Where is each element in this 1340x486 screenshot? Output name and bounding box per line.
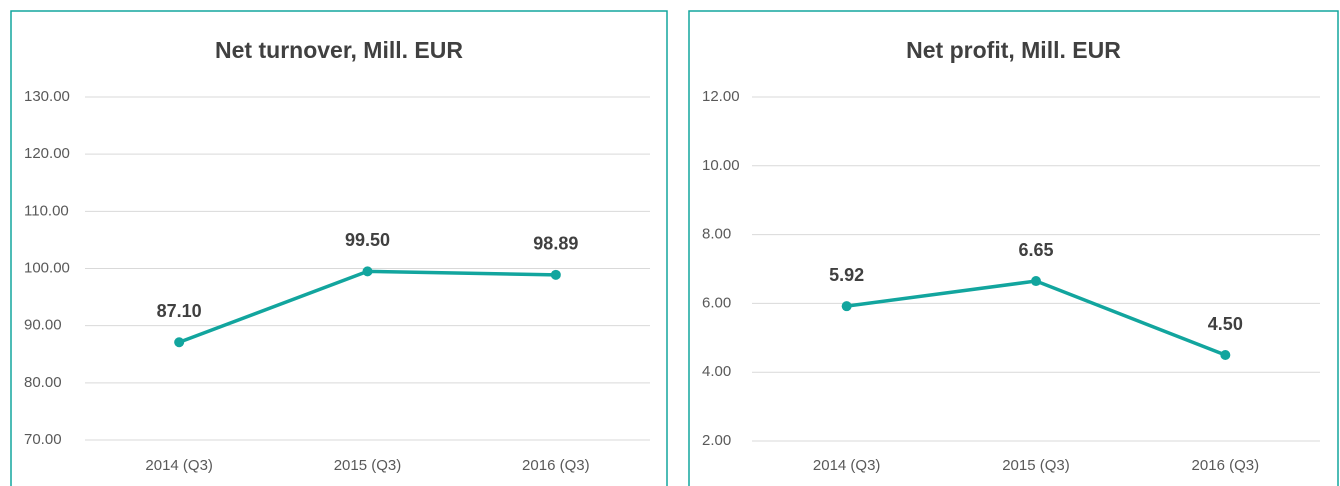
y-tick-label: 4.00 (702, 363, 731, 380)
y-tick-label: 70.00 (24, 431, 62, 448)
chart: Net profit, Mill. EUR 2.00 4.00 6.00 8.00 10.… (688, 10, 1339, 486)
chart-title: Net turnover, Mill. EUR (215, 37, 463, 63)
chart-title: Net profit, Mill. EUR (906, 37, 1121, 63)
y-tick-label: 8.00 (702, 226, 731, 243)
x-tick-label: 2015 (Q3) (334, 457, 402, 474)
x-tick-label: 2014 (Q3) (145, 457, 213, 474)
y-tick-label: 6.00 (702, 294, 731, 311)
value-label: 99.50 (345, 230, 390, 250)
point (362, 266, 373, 277)
value-label: 98.89 (533, 234, 578, 254)
point (1220, 350, 1231, 360)
point (841, 301, 852, 312)
y-tick-label: 80.00 (24, 374, 62, 391)
y-tick-label: 12.00 (702, 88, 740, 105)
y-tick-label: 10.00 (702, 157, 740, 174)
x-tick-label: 2014 (Q3) (813, 457, 881, 474)
point (1031, 276, 1041, 287)
x-tick-label: 2015 (Q3) (1002, 457, 1070, 474)
value-label: 6.65 (1018, 240, 1053, 260)
x-tick-label: 2016 (Q3) (522, 457, 590, 474)
point (550, 269, 561, 280)
panel (10, 10, 668, 486)
y-tick-label: 110.00 (24, 202, 69, 219)
value-label: 5.92 (829, 265, 864, 285)
point (174, 337, 185, 348)
panel (688, 10, 1339, 486)
y-tick-label: 120.00 (24, 145, 70, 162)
x-tick-label: 2016 (Q3) (1192, 457, 1260, 474)
y-tick-label: 90.00 (24, 317, 62, 334)
value-label: 4.50 (1208, 314, 1243, 334)
value-label: 87.10 (157, 301, 202, 321)
y-tick-label: 130.00 (24, 88, 70, 105)
y-tick-label: 100.00 (24, 259, 70, 276)
chart: Net turnover, Mill. EUR 70.00 80.00 90.00 10… (10, 10, 668, 486)
y-tick-label: 2.00 (702, 432, 731, 449)
